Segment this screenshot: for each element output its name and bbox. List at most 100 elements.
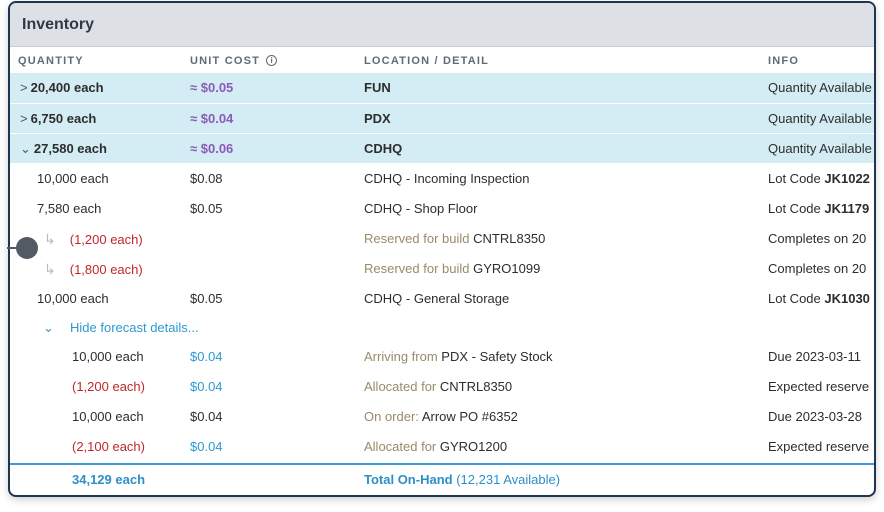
lot-code-label: Lot Code bbox=[768, 201, 825, 216]
detail-row: 7,580 each $0.05 CDHQ - Shop Floor Lot C… bbox=[10, 194, 874, 224]
detail-location: CDHQ - Shop Floor bbox=[364, 201, 478, 216]
group-quantity-value: 27,580 each bbox=[33, 141, 107, 156]
chevron-down-icon[interactable]: ⌄ bbox=[20, 141, 31, 156]
forecast-quantity: 10,000 each bbox=[72, 349, 144, 364]
reserved-info: Completes on 20 bbox=[768, 231, 867, 246]
detail-quantity: 10,000 each bbox=[37, 291, 109, 306]
forecast-info: Expected reserve bbox=[768, 379, 870, 394]
forecast-quantity: (1,200 each) bbox=[72, 379, 145, 394]
forecast-unit-cost: $0.04 bbox=[190, 349, 223, 364]
reserved-quantity: ↳ (1,200 each) bbox=[44, 224, 143, 254]
chevron-right-icon[interactable]: > bbox=[20, 80, 28, 95]
group-row-fun[interactable]: >20,400 each ≈ $0.05 FUN Quantity Availa… bbox=[10, 73, 874, 103]
group-quantity-value: 6,750 each bbox=[30, 111, 97, 126]
forecast-prefix: Allocated for bbox=[364, 439, 440, 454]
reserved-target: CNTRL8350 bbox=[473, 231, 546, 246]
reserved-row: ↳ (1,800 each) Reserved for build GYRO109… bbox=[10, 254, 874, 284]
header-quantity: QUANTITY bbox=[18, 55, 84, 67]
forecast-target: GYRO1200 bbox=[439, 439, 508, 454]
reserved-prefix: Reserved for build bbox=[364, 231, 474, 246]
detail-quantity: 10,000 each bbox=[37, 171, 109, 186]
detail-info: Lot Code JK1179 bbox=[768, 194, 869, 224]
header-info: INFO bbox=[768, 55, 800, 67]
detail-quantity: 7,580 each bbox=[37, 201, 102, 216]
lot-code-value: JK1179 bbox=[824, 201, 870, 216]
total-quantity: 34,129 each bbox=[72, 472, 146, 487]
detail-location: CDHQ - General Storage bbox=[364, 291, 510, 306]
total-available: (12,231 Available) bbox=[456, 472, 561, 487]
reserved-detail: Reserved for build CNTRL8350 bbox=[364, 224, 545, 254]
forecast-prefix: Arriving from bbox=[364, 349, 442, 364]
reserved-row: ↳ (1,200 each) Reserved for build CNTRL83… bbox=[10, 224, 874, 254]
header-unit-cost: UNIT COST i bbox=[190, 47, 278, 77]
group-location: PDX bbox=[364, 111, 391, 126]
group-unit-cost: ≈ $0.04 bbox=[190, 111, 234, 126]
lot-code-label: Lot Code bbox=[768, 291, 825, 306]
group-row-cdhq[interactable]: ⌄ 27,580 each ≈ $0.06 CDHQ Quantity Avail… bbox=[10, 133, 874, 163]
forecast-detail: On order: Arrow PO #6352 bbox=[364, 402, 518, 432]
forecast-row: 10,000 each $0.04 On order: Arrow PO #63… bbox=[10, 402, 874, 432]
forecast-info: Due 2023-03-28 bbox=[768, 409, 862, 424]
lot-code-value: JK1030 bbox=[824, 291, 870, 306]
detail-info: Lot Code JK1030 bbox=[768, 284, 870, 314]
detail-unit-cost: $0.05 bbox=[190, 201, 223, 216]
reserved-quantity-value: (1,800 each) bbox=[69, 262, 143, 277]
drag-handle-line bbox=[7, 247, 19, 249]
total-label: Total On-Hand (12,231 Available) bbox=[364, 465, 560, 495]
group-quantity-value: 20,400 each bbox=[30, 80, 104, 95]
forecast-detail: Arriving from PDX - Safety Stock bbox=[364, 342, 553, 372]
info-circle-icon[interactable]: i bbox=[266, 55, 278, 66]
detail-info: Lot Code JK1022 bbox=[768, 164, 870, 194]
header-location: LOCATION / DETAIL bbox=[364, 55, 490, 67]
reserved-target: GYRO1099 bbox=[473, 261, 541, 276]
forecast-unit-cost: $0.04 bbox=[190, 379, 223, 394]
reserved-quantity: ↳ (1,800 each) bbox=[44, 254, 143, 284]
detail-unit-cost: $0.05 bbox=[190, 291, 223, 306]
reserved-prefix: Reserved for build bbox=[364, 261, 474, 276]
forecast-detail: Allocated for GYRO1200 bbox=[364, 432, 507, 462]
corner-down-right-icon: ↳ bbox=[44, 231, 56, 247]
forecast-toggle-label[interactable]: Hide forecast details... bbox=[70, 320, 199, 335]
reserved-detail: Reserved for build GYRO1099 bbox=[364, 254, 540, 284]
reserved-quantity-value: (1,200 each) bbox=[69, 232, 143, 247]
group-quantity: ⌄ 27,580 each bbox=[20, 134, 107, 164]
group-quantity: >20,400 each bbox=[20, 73, 104, 103]
total-row: 34,129 each Total On-Hand (12,231 Availa… bbox=[10, 463, 874, 495]
group-location: CDHQ bbox=[364, 141, 403, 156]
forecast-unit-cost: $0.04 bbox=[190, 439, 223, 454]
forecast-unit-cost: $0.04 bbox=[190, 409, 223, 424]
detail-row: 10,000 each $0.08 CDHQ - Incoming Inspec… bbox=[10, 164, 874, 194]
forecast-row: (1,200 each) $0.04 Allocated for CNTRL83… bbox=[10, 372, 874, 402]
drag-handle[interactable] bbox=[16, 237, 38, 259]
forecast-row: (2,100 each) $0.04 Allocated for GYRO120… bbox=[10, 432, 874, 462]
group-location: FUN bbox=[364, 80, 391, 95]
detail-location: CDHQ - Incoming Inspection bbox=[364, 171, 530, 186]
card-title: Inventory bbox=[10, 3, 874, 47]
forecast-target: CNTRL8350 bbox=[439, 379, 513, 394]
group-unit-cost: ≈ $0.05 bbox=[190, 80, 234, 95]
header-unit-cost-label: UNIT COST bbox=[190, 55, 261, 67]
forecast-toggle[interactable]: ⌄ Hide forecast details... bbox=[10, 314, 874, 342]
chevron-right-icon[interactable]: > bbox=[20, 111, 28, 126]
forecast-detail: Allocated for CNTRL8350 bbox=[364, 372, 512, 402]
forecast-target: PDX - Safety Stock bbox=[441, 349, 553, 364]
forecast-prefix: Allocated for bbox=[364, 379, 440, 394]
lot-code-value: JK1022 bbox=[824, 171, 870, 186]
group-info: Quantity Available bbox=[768, 111, 872, 126]
forecast-prefix: On order: bbox=[364, 409, 422, 424]
group-row-pdx[interactable]: >6,750 each ≈ $0.04 PDX Quantity Availab… bbox=[10, 103, 874, 133]
forecast-row: 10,000 each $0.04 Arriving from PDX - Sa… bbox=[10, 342, 874, 372]
group-unit-cost: ≈ $0.06 bbox=[190, 141, 234, 156]
total-label-text: Total On-Hand bbox=[364, 472, 453, 487]
group-info: Quantity Available bbox=[768, 80, 872, 95]
forecast-info: Due 2023-03-11 bbox=[768, 349, 861, 364]
forecast-info: Expected reserve bbox=[768, 439, 870, 454]
lot-code-label: Lot Code bbox=[768, 171, 825, 186]
forecast-quantity: (2,100 each) bbox=[72, 439, 145, 454]
forecast-quantity: 10,000 each bbox=[72, 409, 144, 424]
forecast-target: Arrow PO #6352 bbox=[421, 409, 518, 424]
group-info: Quantity Available bbox=[768, 141, 872, 156]
chevron-down-icon[interactable]: ⌄ bbox=[43, 320, 54, 335]
corner-down-right-icon: ↳ bbox=[44, 261, 56, 277]
detail-unit-cost: $0.08 bbox=[190, 171, 223, 186]
